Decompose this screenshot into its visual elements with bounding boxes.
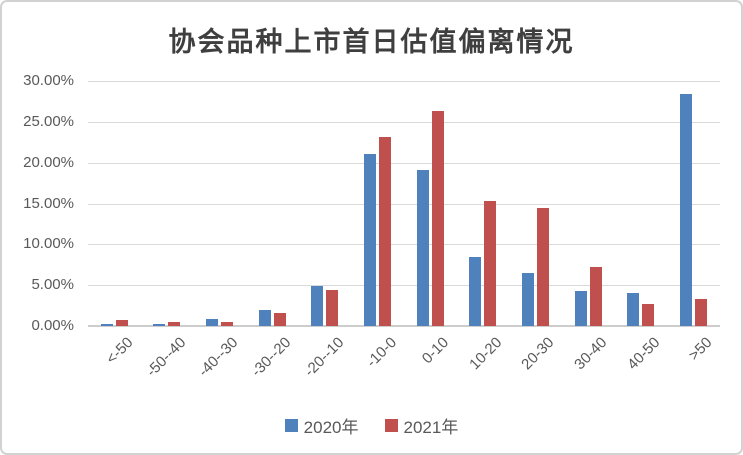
bar-2020年--50--40: [153, 323, 166, 326]
gridline: [88, 81, 720, 82]
x-axis-tick-label: -40--30: [195, 334, 242, 381]
bar-group--50--40: [141, 81, 194, 326]
x-axis-tick-label: 40-50: [623, 334, 664, 374]
bar-2021年--40--30: [221, 321, 234, 326]
bar-2021年-20-30: [537, 207, 550, 326]
bar-2021年->50: [695, 299, 708, 326]
bar-2020年-0-10: [416, 169, 429, 326]
legend-label-2021: 2021年: [403, 418, 459, 437]
bar-group-20-30: [509, 81, 562, 326]
bar-2021年-40-50: [642, 304, 655, 326]
gridline: [88, 121, 720, 123]
y-axis-tick-label: 20.00%: [23, 153, 74, 171]
x-axis-tick-label: -30--20: [248, 334, 295, 381]
bar-group--10-0: [351, 81, 404, 326]
gridline: [88, 203, 720, 205]
legend: 2020年 2021年: [2, 413, 741, 438]
bar-2020年--10-0: [364, 153, 377, 326]
x-axis-tick-label: <-50: [102, 334, 137, 368]
bar-2021年--20--10: [326, 290, 339, 326]
bar-group-30-40: [562, 81, 615, 326]
bar-2021年--10-0: [379, 136, 392, 326]
bar-2021年--50--40: [168, 322, 181, 326]
bar-group->50: [667, 81, 720, 326]
bar-2021年-0-10: [431, 110, 444, 326]
x-axis-tick-label: 30-40: [571, 334, 611, 374]
x-axis-tick-label: 10-20: [465, 334, 506, 374]
bar-2020年--40--30: [206, 318, 219, 326]
bar-group-0-10: [404, 81, 457, 326]
bar-2020年-40-50: [627, 293, 640, 326]
x-axis-tick-label: 0-10: [419, 334, 453, 368]
y-axis-tick-label: 15.00%: [23, 194, 74, 212]
bar-2020年-30-40: [574, 290, 587, 326]
bar-2020年->50: [680, 94, 693, 326]
x-axis-tick-label: 20-30: [518, 334, 558, 374]
legend-swatch-2020-icon: [284, 419, 298, 432]
bar-2020年-10-20: [469, 257, 482, 326]
y-axis-tick-label: 25.00%: [23, 112, 74, 130]
bar-group-<-50: [88, 81, 141, 326]
bar-2020年--30--20: [258, 310, 271, 326]
bar-2021年-10-20: [484, 201, 497, 326]
gridline: [88, 244, 720, 246]
bar-group-10-20: [457, 81, 510, 326]
y-axis-tick-label: 30.00%: [23, 72, 74, 89]
x-axis-tick-label: -50--40: [142, 334, 190, 381]
bar-group--40--30: [193, 81, 246, 326]
bar-2020年-20-30: [522, 272, 535, 326]
x-axis-tick-label: -10-0: [362, 334, 400, 371]
bar-group--20--10: [299, 81, 352, 326]
bar-2021年-<-50: [115, 320, 128, 326]
legend-item-2021: 2021年: [384, 413, 459, 438]
bar-group-40-50: [615, 81, 668, 326]
bar-2021年-30-40: [589, 266, 602, 326]
bar-2020年-<-50: [100, 323, 113, 326]
y-axis-tick-label: 5.00%: [31, 276, 74, 294]
plot-area: [88, 81, 720, 327]
x-axis-tick-label: -20--10: [300, 334, 348, 381]
legend-item-2020: 2020年: [284, 413, 359, 438]
bar-2021年--30--20: [273, 312, 286, 326]
x-axis-line: [88, 325, 720, 327]
gridline: [88, 162, 720, 164]
bar-2020年--20--10: [311, 285, 324, 326]
legend-label-2020: 2020年: [303, 418, 359, 437]
legend-swatch-2021-icon: [384, 419, 398, 432]
bar-group--30--20: [246, 81, 299, 326]
gridline: [88, 285, 720, 287]
y-axis-tick-label: 0.00%: [31, 317, 74, 334]
y-axis-tick-label: 10.00%: [23, 235, 74, 253]
chart-title: 协会品种上市首日估值偏离情况: [168, 27, 575, 58]
x-axis-tick-label: >50: [685, 334, 716, 365]
